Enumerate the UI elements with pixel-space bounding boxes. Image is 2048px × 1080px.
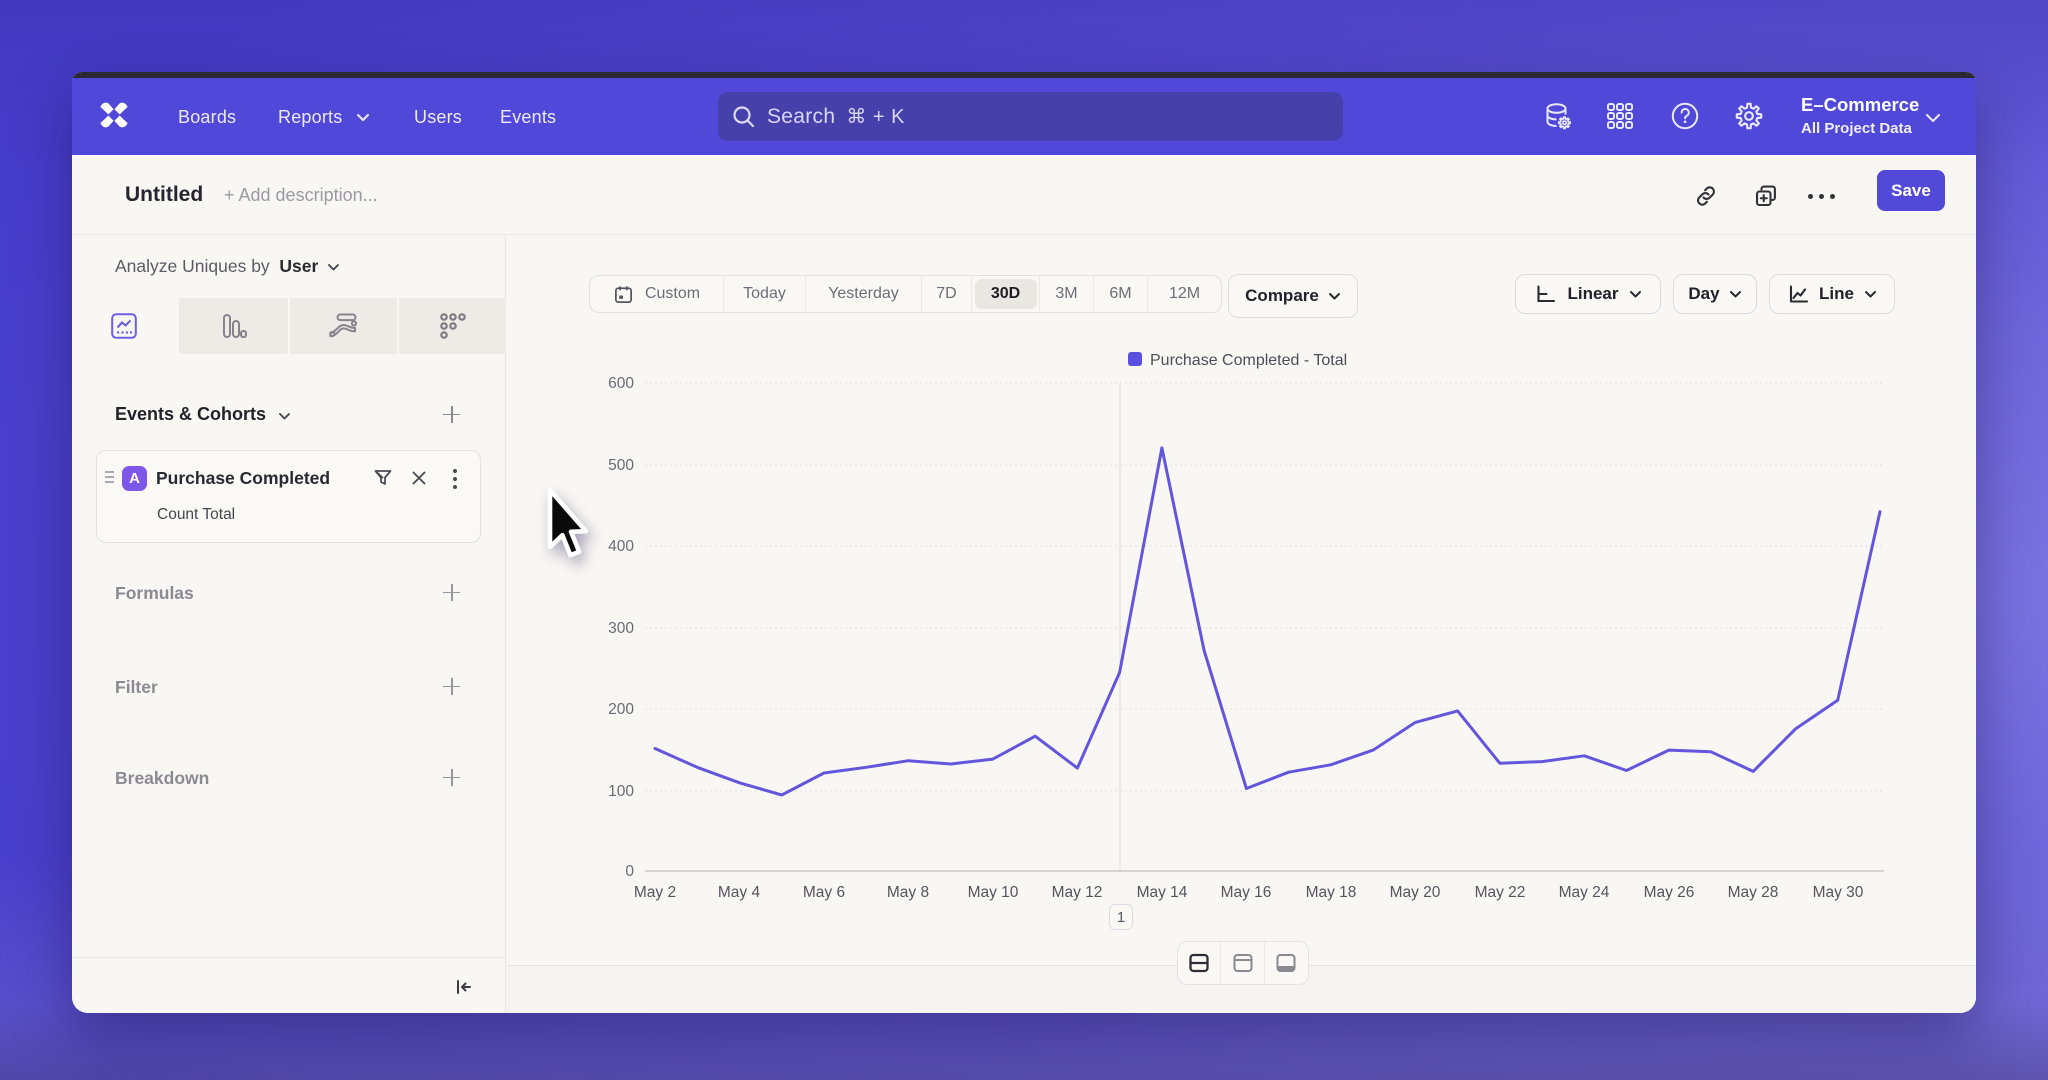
svg-text:May 28: May 28 — [1728, 884, 1779, 901]
svg-text:May 18: May 18 — [1306, 884, 1357, 901]
svg-text:600: 600 — [608, 375, 634, 392]
svg-text:300: 300 — [608, 620, 634, 637]
svg-text:400: 400 — [608, 538, 634, 555]
svg-text:0: 0 — [625, 863, 634, 880]
svg-text:May 10: May 10 — [968, 884, 1019, 901]
svg-text:500: 500 — [608, 457, 634, 474]
svg-text:200: 200 — [608, 701, 634, 718]
svg-text:May 26: May 26 — [1644, 884, 1695, 901]
svg-text:Purchase Completed - Total: Purchase Completed - Total — [1150, 352, 1347, 369]
svg-text:May 14: May 14 — [1137, 884, 1188, 901]
svg-text:100: 100 — [608, 783, 634, 800]
svg-text:May 2: May 2 — [634, 884, 676, 901]
svg-text:May 22: May 22 — [1475, 884, 1526, 901]
svg-text:May 12: May 12 — [1052, 884, 1103, 901]
svg-text:May 24: May 24 — [1559, 884, 1610, 901]
svg-text:May 30: May 30 — [1813, 884, 1864, 901]
svg-text:May 6: May 6 — [803, 884, 845, 901]
svg-text:May 20: May 20 — [1390, 884, 1441, 901]
svg-text:May 4: May 4 — [718, 884, 761, 901]
svg-text:May 16: May 16 — [1221, 884, 1272, 901]
svg-text:May 8: May 8 — [887, 884, 929, 901]
